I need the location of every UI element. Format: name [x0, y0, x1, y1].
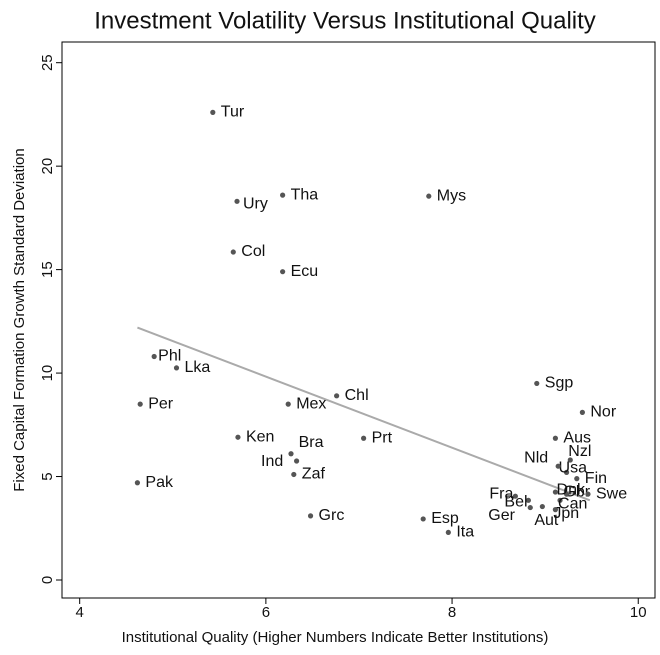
chart-title: Investment Volatility Versus Institution…: [94, 7, 596, 34]
point: [567, 457, 573, 463]
y-tick-label: 25: [39, 54, 56, 71]
point-label: Grc: [319, 507, 345, 524]
point: [280, 269, 286, 275]
point-label: Dnk: [557, 481, 586, 498]
point-label: Usa: [559, 460, 588, 477]
point: [585, 491, 591, 497]
point-label: Mex: [296, 395, 326, 412]
point: [552, 507, 558, 513]
point: [555, 463, 561, 469]
point-label: Lka: [185, 359, 211, 376]
point: [293, 458, 300, 464]
point-label: Ger: [488, 507, 515, 524]
fit-line: [137, 326, 591, 502]
point-label: Fra: [489, 485, 513, 502]
point-label: Bel: [504, 494, 527, 511]
point-label: Nld: [524, 449, 548, 466]
point: [534, 380, 540, 387]
point: [210, 109, 216, 115]
point: [563, 491, 570, 497]
point: [574, 476, 580, 482]
point-label: Col: [241, 243, 265, 260]
point-label: Tha: [291, 186, 319, 203]
y-tick-label: 0: [39, 576, 56, 584]
point-label: Mys: [437, 187, 466, 204]
x-tick-label: 4: [76, 604, 84, 621]
point-label: Gbr: [563, 483, 590, 500]
x-axis-title: Institutional Quality (Higher Numbers In…: [122, 629, 549, 646]
point-label: Aut: [534, 512, 559, 529]
point-label: Jpn: [553, 505, 579, 522]
point-label: Zaf: [302, 466, 326, 483]
point: [230, 249, 236, 255]
y-tick-label: 20: [39, 158, 56, 175]
point: [280, 192, 286, 198]
point: [173, 365, 180, 371]
point-label: Ind: [261, 453, 283, 470]
point-label: Pak: [145, 474, 174, 491]
point-label: Prt: [372, 429, 393, 446]
point: [234, 198, 240, 204]
point-label: Chl: [345, 387, 369, 404]
x-tick-label: 10: [630, 604, 647, 621]
y-tick-label: 5: [39, 472, 56, 480]
y-tick-label: 15: [39, 261, 56, 278]
point-label: Sgp: [545, 375, 574, 392]
point-label: Esp: [431, 510, 459, 527]
point-label: Can: [558, 496, 587, 513]
point: [137, 401, 143, 407]
point-label: Fin: [585, 470, 607, 487]
point-label: Phl: [158, 348, 181, 365]
x-tick-label: 8: [448, 604, 456, 621]
point-label: Ita: [456, 524, 474, 541]
point-label: Tur: [221, 104, 245, 121]
point: [552, 435, 558, 441]
point-label: Ury: [243, 196, 268, 213]
point: [288, 451, 294, 457]
point: [539, 503, 545, 510]
x-tick-label: 6: [262, 604, 270, 621]
point: [420, 516, 426, 522]
point: [426, 193, 432, 199]
y-tick-label: 10: [39, 365, 56, 382]
point: [579, 409, 585, 415]
point-label: Per: [148, 395, 174, 412]
point: [525, 497, 531, 503]
point-label: Nor: [590, 404, 616, 421]
point-label: Bra: [299, 434, 324, 451]
point: [235, 434, 241, 440]
point-label: Swe: [596, 485, 627, 502]
point: [512, 493, 518, 499]
point: [307, 513, 314, 519]
y-axis-title: Fixed Capital Formation Growth Standard …: [11, 148, 28, 492]
point: [563, 469, 570, 475]
plot-frame: [61, 41, 656, 599]
point: [361, 435, 367, 441]
point-label: Ecu: [291, 263, 319, 280]
point: [527, 504, 533, 511]
point: [334, 393, 340, 399]
point-label: Ken: [246, 428, 274, 445]
point: [291, 471, 297, 478]
point: [285, 401, 291, 407]
point: [445, 529, 451, 536]
point: [552, 489, 558, 495]
point: [134, 480, 141, 486]
point-label: Aus: [563, 429, 591, 446]
point: [557, 497, 563, 503]
point-label: Nzl: [568, 443, 591, 460]
point: [151, 353, 157, 360]
